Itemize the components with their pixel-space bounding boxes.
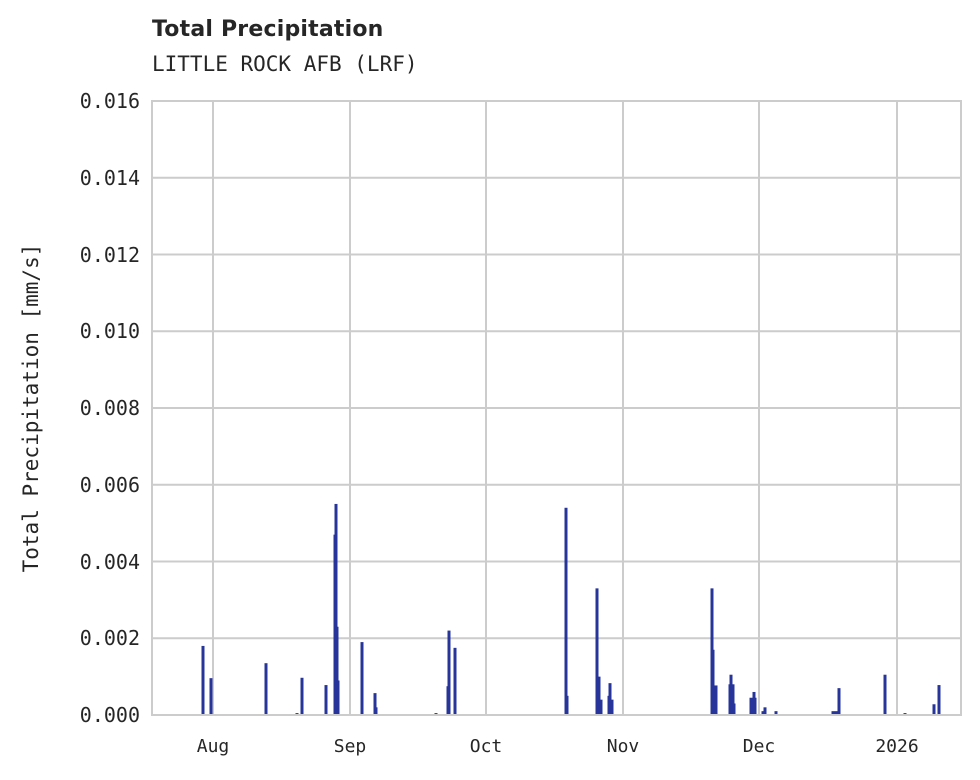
precipitation-bar (761, 711, 765, 715)
precipitation-bar (209, 678, 213, 715)
precipitation-bar (883, 674, 887, 715)
precipitation-bar (564, 507, 568, 715)
precipitation-bar (932, 704, 936, 715)
precipitation-bar (201, 645, 205, 715)
chart-subtitle: LITTLE ROCK AFB (LRF) (152, 52, 418, 76)
precipitation-bar (937, 685, 941, 715)
precipitation-bar (610, 699, 614, 715)
precipitation-bar (599, 699, 603, 715)
precipitation-bar (749, 697, 753, 715)
y-tick-label: 0.006 (79, 472, 140, 497)
y-tick-label: 0.008 (79, 396, 140, 420)
precipitation-bar (374, 707, 378, 715)
x-tick-label: Aug (196, 736, 230, 757)
precipitation-bar (774, 711, 778, 715)
precipitation-bar (608, 683, 612, 715)
x-tick-label: Nov (606, 736, 640, 757)
precipitation-bar (453, 647, 457, 715)
x-tick-label: Sep (333, 736, 367, 757)
y-tick-label: 0.010 (79, 319, 140, 344)
precipitation-bar (300, 677, 304, 715)
precipitation-bar (595, 588, 599, 715)
precipitation-bar (714, 685, 718, 715)
precipitation-bar (264, 663, 268, 715)
precipitation-bar (729, 674, 733, 715)
precipitation-bar (336, 680, 340, 715)
precipitation-bars (201, 503, 941, 715)
precipitation-bar (373, 693, 377, 715)
precipitation-bar (837, 688, 841, 715)
x-tick-label: 2026 (875, 736, 919, 757)
precipitation-bar (597, 676, 601, 715)
y-tick-label: 0.000 (79, 703, 140, 727)
precipitation-bar (324, 685, 328, 715)
precipitation-bar (731, 684, 735, 715)
precipitation-bar (711, 649, 715, 715)
x-tick-label: Oct (469, 736, 503, 757)
chart-title: Total Precipitation (152, 17, 384, 42)
x-tick-label: Dec (742, 736, 776, 757)
y-tick-label: 0.016 (79, 89, 140, 113)
precipitation-bar (732, 703, 736, 715)
precipitation-bar (335, 626, 339, 715)
precipitation-bar (447, 630, 451, 715)
y-tick-label: 0.002 (79, 626, 140, 651)
precipitation-bar (763, 707, 767, 715)
y-tick-label: 0.004 (79, 549, 140, 574)
precipitation-bar (834, 711, 838, 715)
precipitation-bar (360, 642, 364, 715)
plot-frame (151, 100, 962, 716)
y-tick-label: 0.014 (79, 165, 140, 190)
precipitation-bar (831, 711, 835, 715)
precipitation-bar (334, 503, 338, 715)
precipitation-bar (565, 695, 569, 715)
precipitation-bar (753, 697, 757, 715)
y-tick-label: 0.012 (79, 242, 140, 267)
gridlines (152, 100, 961, 716)
